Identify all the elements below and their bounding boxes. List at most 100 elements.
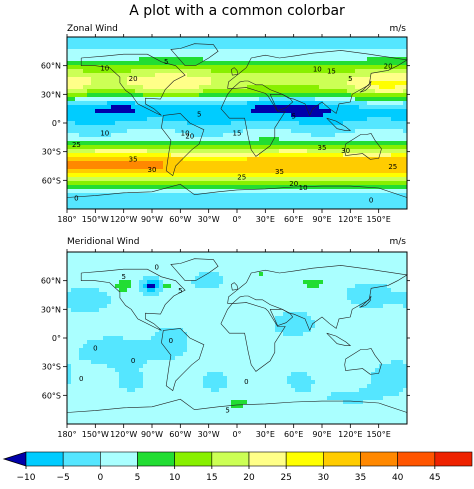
- field-cell: [247, 69, 252, 74]
- field-cell: [255, 149, 260, 154]
- field-cell: [359, 260, 364, 265]
- field-cell: [199, 65, 204, 70]
- field-cell: [323, 157, 328, 162]
- field-cell: [315, 137, 320, 142]
- field-cell: [399, 252, 404, 257]
- field-cell: [355, 69, 360, 74]
- field-cell: [287, 125, 292, 130]
- field-cell: [351, 109, 356, 114]
- field-cell: [371, 173, 376, 178]
- field-cell: [187, 89, 192, 94]
- field-cell: [255, 73, 260, 78]
- field-cell: [255, 181, 260, 186]
- field-cell: [203, 41, 208, 46]
- field-cell: [347, 161, 352, 166]
- field-cell: [351, 173, 356, 178]
- field-cell: [375, 129, 380, 134]
- field-cell: [259, 260, 264, 265]
- field-cell: [367, 304, 372, 309]
- field-cell: [159, 41, 164, 46]
- field-cell: [259, 113, 264, 118]
- field-cell: [227, 252, 232, 257]
- field-cell: [307, 37, 312, 42]
- field-cell: [99, 264, 104, 269]
- field-cell: [243, 45, 248, 50]
- field-cell: [263, 177, 268, 182]
- field-cell: [179, 65, 184, 70]
- field-cell: [67, 93, 72, 98]
- field-cell: [371, 125, 376, 130]
- field-cell: [359, 292, 364, 297]
- field-cell: [99, 117, 104, 122]
- field-cell: [331, 201, 336, 206]
- field-cell: [351, 57, 356, 62]
- field-cell: [231, 280, 236, 285]
- field-cell: [307, 137, 312, 142]
- field-cell: [339, 133, 344, 138]
- field-cell: [311, 137, 316, 142]
- field-cell: [179, 173, 184, 178]
- field-cell: [311, 256, 316, 261]
- field-cell: [319, 256, 324, 261]
- field-cell: [159, 45, 164, 50]
- field-cell: [363, 81, 368, 86]
- field-cell: [79, 181, 84, 186]
- field-cell: [367, 105, 372, 110]
- field-cell: [135, 133, 140, 138]
- field-cell: [131, 181, 136, 186]
- field-cell: [95, 49, 100, 54]
- field-cell: [203, 189, 208, 194]
- field-cell: [355, 161, 360, 166]
- field-cell: [167, 272, 172, 277]
- field-cell: [119, 61, 124, 66]
- field-cell: [399, 93, 404, 98]
- field-cell: [251, 284, 256, 289]
- field-cell: [211, 113, 216, 118]
- field-cell: [303, 57, 308, 62]
- field-cell: [311, 73, 316, 78]
- field-cell: [347, 85, 352, 90]
- field-cell: [75, 260, 80, 265]
- field-cell: [287, 161, 292, 166]
- field-cell: [223, 77, 228, 82]
- field-cell: [87, 137, 92, 142]
- field-cell: [299, 161, 304, 166]
- field-cell: [239, 57, 244, 62]
- field-cell: [123, 296, 128, 301]
- field-cell: [175, 149, 180, 154]
- field-cell: [279, 81, 284, 86]
- field-cell: [375, 97, 380, 102]
- field-cell: [219, 260, 224, 265]
- field-cell: [187, 37, 192, 42]
- field-cell: [115, 169, 120, 174]
- field-cell: [159, 300, 164, 305]
- field-cell: [291, 77, 296, 82]
- field-cell: [367, 101, 372, 106]
- field-cell: [303, 296, 308, 301]
- field-cell: [163, 101, 168, 106]
- field-cell: [327, 149, 332, 154]
- field-cell: [231, 53, 236, 58]
- field-cell: [303, 280, 308, 285]
- field-cell: [87, 300, 92, 305]
- field-cell: [395, 189, 400, 194]
- field-cell: [263, 276, 268, 281]
- field-cell: [183, 57, 188, 62]
- field-cell: [371, 181, 376, 186]
- field-cell: [379, 93, 384, 98]
- field-cell: [187, 284, 192, 289]
- field-cell: [227, 264, 232, 269]
- field-cell: [383, 109, 388, 114]
- field-cell: [147, 280, 152, 285]
- field-cell: [151, 65, 156, 70]
- field-cell: [343, 81, 348, 86]
- field-cell: [291, 256, 296, 261]
- field-cell: [87, 296, 92, 301]
- field-cell: [295, 121, 300, 126]
- field-cell: [379, 109, 384, 114]
- field-cell: [155, 101, 160, 106]
- field-cell: [79, 73, 84, 78]
- field-cell: [123, 57, 128, 62]
- field-cell: [115, 37, 120, 42]
- field-cell: [255, 260, 260, 265]
